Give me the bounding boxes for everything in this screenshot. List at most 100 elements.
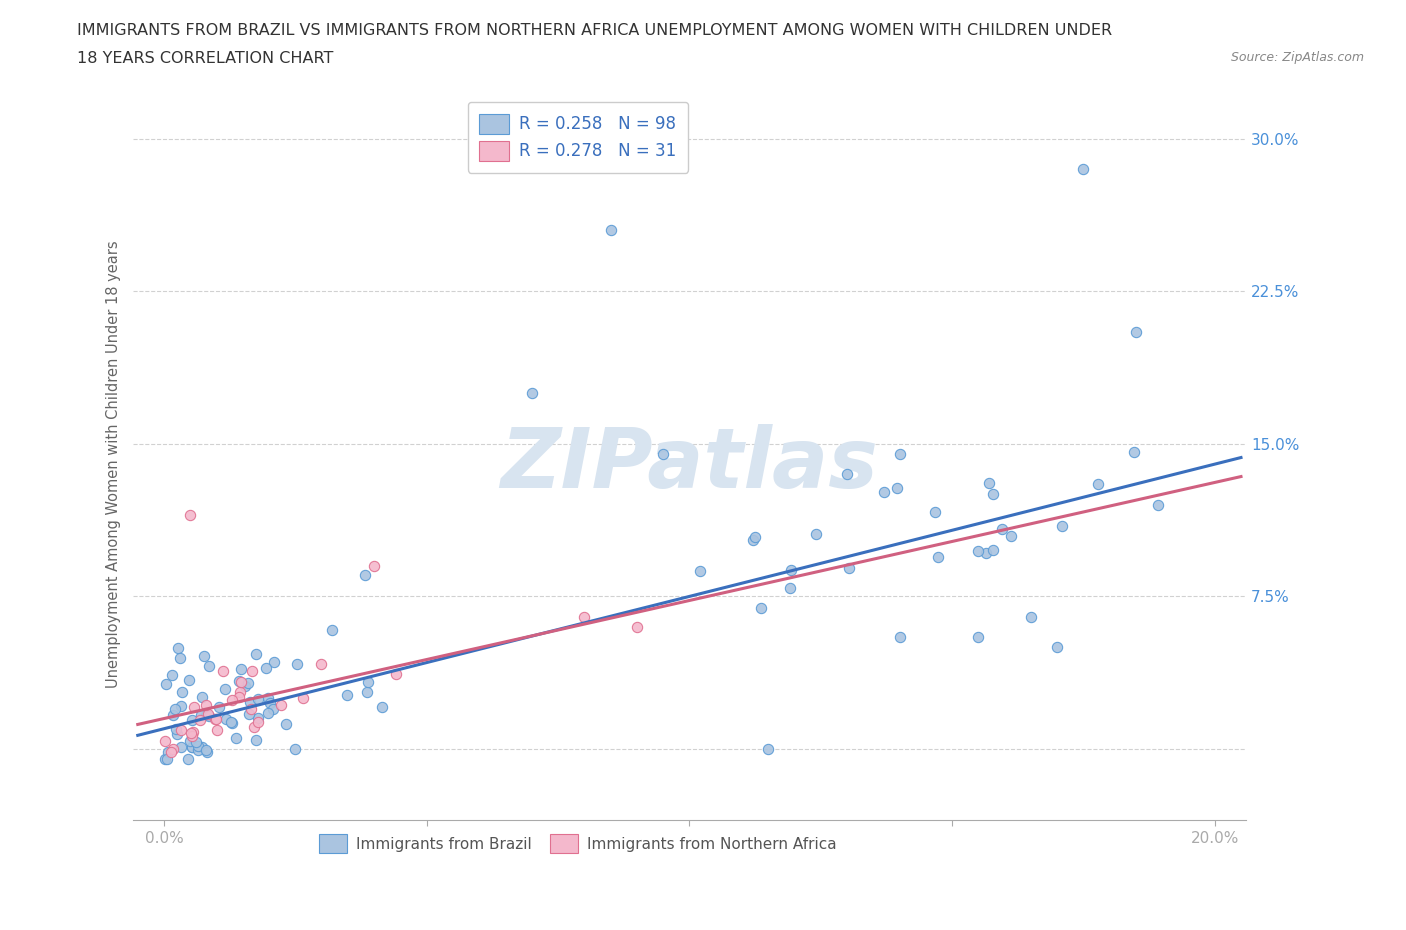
Point xyxy=(257,690,280,705)
Point xyxy=(183,699,205,714)
Point xyxy=(228,689,250,704)
Point xyxy=(835,467,858,482)
Point xyxy=(233,679,256,694)
Point xyxy=(162,668,184,683)
Point xyxy=(873,485,896,499)
Point xyxy=(162,708,184,723)
Point xyxy=(239,701,262,716)
Point xyxy=(247,715,270,730)
Y-axis label: Unemployment Among Women with Children Under 18 years: Unemployment Among Women with Children U… xyxy=(107,240,121,688)
Point xyxy=(197,706,219,721)
Point xyxy=(215,711,238,726)
Point xyxy=(274,716,297,731)
Point xyxy=(285,657,308,671)
Point xyxy=(385,667,408,682)
Point xyxy=(170,699,193,714)
Point xyxy=(889,630,911,644)
Point xyxy=(163,701,186,716)
Point xyxy=(357,675,380,690)
Point xyxy=(193,648,215,663)
Text: ZIPatlas: ZIPatlas xyxy=(501,424,879,505)
Point xyxy=(166,726,188,741)
Point xyxy=(689,564,711,578)
Text: 18 YEARS CORRELATION CHART: 18 YEARS CORRELATION CHART xyxy=(77,51,333,66)
Point xyxy=(181,724,204,739)
Text: IMMIGRANTS FROM BRAZIL VS IMMIGRANTS FROM NORTHERN AFRICA UNEMPLOYMENT AMONG WOM: IMMIGRANTS FROM BRAZIL VS IMMIGRANTS FRO… xyxy=(77,23,1112,38)
Point xyxy=(756,741,779,756)
Point xyxy=(1019,609,1042,624)
Point xyxy=(742,532,765,547)
Point xyxy=(229,684,252,699)
Point xyxy=(207,723,229,737)
Point xyxy=(169,723,191,737)
Point xyxy=(180,740,202,755)
Point xyxy=(780,563,803,578)
Point xyxy=(257,705,280,720)
Point xyxy=(236,675,259,690)
Point xyxy=(927,550,949,565)
Point xyxy=(239,695,262,710)
Point xyxy=(194,698,217,712)
Point xyxy=(221,715,243,730)
Point xyxy=(225,730,247,745)
Point xyxy=(191,739,214,754)
Point xyxy=(981,543,1004,558)
Point xyxy=(626,619,648,634)
Point xyxy=(228,673,250,688)
Point xyxy=(354,567,377,582)
Point xyxy=(153,751,176,766)
Point xyxy=(169,651,191,666)
Point xyxy=(838,561,860,576)
Point xyxy=(599,222,621,237)
Point xyxy=(889,446,911,461)
Point xyxy=(245,733,267,748)
Point xyxy=(156,745,179,760)
Point xyxy=(291,690,314,705)
Point xyxy=(1087,476,1109,491)
Point xyxy=(246,692,269,707)
Point xyxy=(336,687,359,702)
Point xyxy=(229,661,252,676)
Point xyxy=(177,672,200,687)
Point xyxy=(205,711,228,726)
Point xyxy=(179,508,201,523)
Legend: Immigrants from Brazil, Immigrants from Northern Africa: Immigrants from Brazil, Immigrants from … xyxy=(314,828,842,859)
Point xyxy=(1000,528,1022,543)
Point xyxy=(219,715,242,730)
Point xyxy=(180,726,202,741)
Point xyxy=(188,713,211,728)
Point xyxy=(155,676,177,691)
Point xyxy=(181,728,204,743)
Point xyxy=(160,745,183,760)
Point xyxy=(991,522,1014,537)
Point xyxy=(198,658,221,673)
Point xyxy=(181,713,204,728)
Point xyxy=(187,742,209,757)
Point xyxy=(262,701,284,716)
Point xyxy=(371,699,394,714)
Point xyxy=(520,385,543,400)
Point xyxy=(779,580,801,595)
Point xyxy=(246,711,269,726)
Point xyxy=(245,646,267,661)
Point xyxy=(190,708,212,723)
Point xyxy=(240,663,263,678)
Point xyxy=(162,742,184,757)
Point xyxy=(187,738,209,753)
Point xyxy=(195,707,218,722)
Point xyxy=(1046,640,1069,655)
Point xyxy=(981,486,1004,501)
Point xyxy=(1147,498,1170,512)
Point xyxy=(197,709,219,724)
Point xyxy=(749,601,772,616)
Point xyxy=(1123,445,1146,459)
Point xyxy=(977,476,1000,491)
Point xyxy=(804,526,827,541)
Point xyxy=(574,609,596,624)
Point xyxy=(191,689,214,704)
Point xyxy=(179,734,201,749)
Point xyxy=(204,711,226,726)
Point xyxy=(165,721,187,736)
Point xyxy=(321,622,343,637)
Point xyxy=(652,446,675,461)
